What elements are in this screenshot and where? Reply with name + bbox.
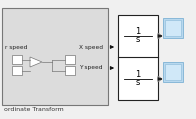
Bar [163, 18, 183, 38]
Text: ordinate Transform: ordinate Transform [4, 107, 64, 112]
Bar [163, 62, 183, 82]
Polygon shape [30, 57, 42, 67]
Bar [65, 66, 75, 75]
Text: s: s [136, 78, 140, 87]
Bar [12, 55, 22, 64]
Text: r speed: r speed [5, 45, 27, 50]
Text: X speed: X speed [79, 45, 103, 50]
Bar [165, 64, 181, 80]
Polygon shape [158, 76, 162, 82]
Text: Y speed: Y speed [80, 65, 103, 70]
Polygon shape [158, 33, 162, 39]
Bar [118, 15, 158, 100]
Bar [165, 20, 181, 36]
Text: s: s [136, 35, 140, 45]
Bar [12, 66, 22, 75]
Bar [2, 8, 108, 105]
Bar [65, 55, 75, 64]
Text: 1: 1 [135, 70, 141, 79]
Text: 1: 1 [135, 27, 141, 37]
